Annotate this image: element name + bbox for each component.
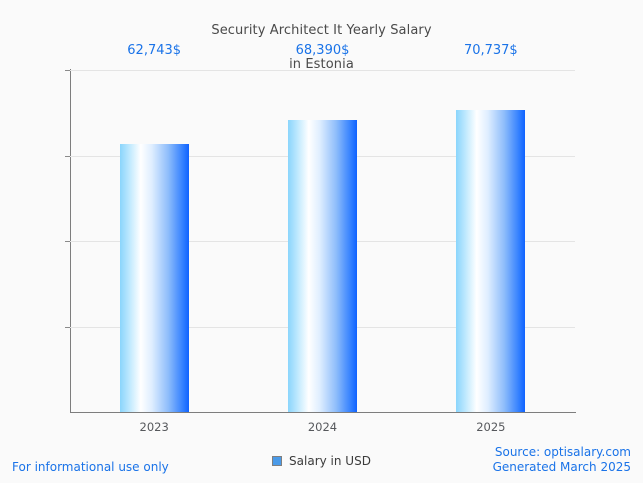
- gridline: [70, 70, 575, 71]
- chart-legend: Salary in USD: [0, 454, 643, 468]
- legend-swatch-icon: [272, 456, 283, 466]
- bar[interactable]: [119, 143, 189, 412]
- y-axis-tick-mark: [65, 326, 70, 328]
- y-axis-tick-mark: [65, 155, 70, 157]
- chart-title-line-2: in Estonia: [289, 57, 354, 72]
- bar-value-label: 68,390$: [295, 43, 350, 58]
- chart-title-line-1: Security Architect It Yearly Salary: [211, 23, 432, 38]
- footer-generated: Generated March 2025: [492, 460, 631, 474]
- x-axis-tick-label: 2024: [307, 420, 338, 434]
- bar-value-label: 70,737$: [463, 43, 518, 58]
- y-axis-tick-mark: [65, 70, 70, 71]
- legend-label: Salary in USD: [289, 454, 371, 468]
- x-axis-tick-label: 2025: [476, 420, 506, 434]
- plot-area: 2000040000600008000062,743$68,390$70,737…: [65, 43, 575, 412]
- footer-source: Source: optisalary.com: [494, 445, 631, 459]
- x-axis-tick-label: 2023: [139, 420, 169, 434]
- footer-source-block: Source: optisalary.com Generated March 2…: [493, 445, 631, 475]
- bar[interactable]: [288, 119, 357, 412]
- chart-title: Security Architect It Yearly Salary in E…: [0, 5, 643, 73]
- bar[interactable]: [456, 109, 526, 412]
- footer-disclaimer: For informational use only: [12, 460, 169, 474]
- x-axis-line: [70, 412, 576, 413]
- bar-value-label: 62,743$: [127, 43, 182, 58]
- y-axis-tick-mark: [65, 241, 70, 242]
